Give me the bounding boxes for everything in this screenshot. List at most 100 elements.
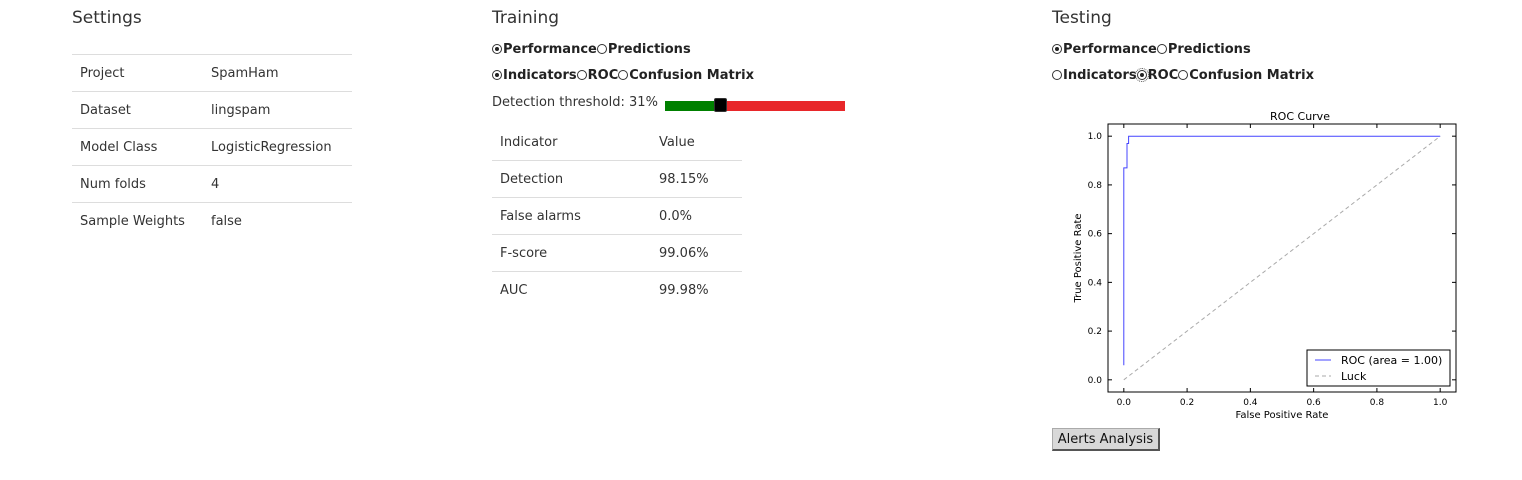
testing-view-radio-group: Performance Predictions bbox=[1052, 40, 1251, 58]
detection-threshold-label: Detection threshold: 31% bbox=[492, 95, 658, 110]
alerts-analysis-button[interactable]: Alerts Analysis bbox=[1052, 428, 1160, 451]
slider-handle[interactable] bbox=[713, 98, 727, 112]
x-tick-label: 0.0 bbox=[1117, 398, 1132, 408]
settings-row: Model Class LogisticRegression bbox=[72, 128, 352, 166]
y-tick-label: 0.0 bbox=[1088, 376, 1103, 386]
settings-key: Model Class bbox=[72, 128, 203, 166]
y-tick-label: 0.6 bbox=[1088, 230, 1103, 240]
radio-label: ROC bbox=[587, 67, 619, 83]
radio-label: ROC bbox=[1147, 67, 1179, 83]
radio-label: Performance bbox=[1063, 41, 1157, 57]
training-view-radio-group: Performance Predictions bbox=[492, 40, 691, 58]
radio-circle[interactable] bbox=[492, 44, 502, 54]
slider-fill-above bbox=[720, 101, 845, 111]
radio-circle[interactable] bbox=[1052, 44, 1062, 54]
column-header-indicator: Indicator bbox=[500, 134, 558, 150]
table-row: False alarms 0.0% bbox=[492, 197, 742, 235]
legend-box bbox=[1306, 349, 1451, 387]
y-tick-label: 0.4 bbox=[1088, 278, 1103, 288]
settings-value: LogisticRegression bbox=[203, 128, 352, 166]
table-header-row: Indicator Value bbox=[492, 124, 742, 161]
indicator-name: F-score bbox=[492, 234, 651, 272]
settings-value: SpamHam bbox=[203, 54, 352, 92]
series-layer bbox=[1123, 135, 1441, 381]
radio-label: Indicators bbox=[1063, 67, 1137, 83]
x-tick-label: 0.6 bbox=[1306, 398, 1321, 408]
y-tick-label: 0.8 bbox=[1088, 181, 1103, 191]
radio-circle[interactable] bbox=[1156, 44, 1167, 54]
y-tick-label: 1.0 bbox=[1088, 132, 1103, 142]
settings-key: Dataset bbox=[72, 91, 203, 129]
table-row: AUC 99.98% bbox=[492, 271, 742, 308]
training-radio-indicators[interactable]: Indicators bbox=[492, 68, 577, 83]
radio-circle[interactable] bbox=[596, 44, 607, 54]
indicator-name: Detection bbox=[492, 160, 651, 198]
series-line-luck bbox=[1123, 135, 1441, 381]
training-radio-predictions[interactable]: Predictions bbox=[596, 41, 691, 57]
indicator-value: 99.98% bbox=[651, 271, 742, 308]
indicator-value: 0.0% bbox=[651, 197, 742, 235]
x-tick-label: 0.4 bbox=[1243, 398, 1258, 408]
x-tick-label: 0.2 bbox=[1180, 398, 1194, 408]
testing-radio-performance[interactable]: Performance bbox=[1052, 42, 1157, 57]
x-tick-label: 1.0 bbox=[1433, 398, 1448, 408]
detection-threshold-slider[interactable] bbox=[665, 98, 845, 112]
testing-radio-confusion-matrix[interactable]: Confusion Matrix bbox=[1178, 68, 1314, 83]
training-radio-performance[interactable]: Performance bbox=[492, 42, 597, 57]
radio-circle[interactable] bbox=[1052, 70, 1062, 80]
radio-label: Predictions bbox=[1167, 41, 1251, 57]
roc-chart: ROC Curve 0.0 0.2 0.4 0.6 0.8 1.0 0.0 0.2 0.4 0.6… bbox=[1070, 106, 1470, 426]
radio-circle[interactable] bbox=[1178, 70, 1189, 80]
settings-key: Project bbox=[72, 54, 203, 92]
indicator-value: 99.06% bbox=[651, 234, 742, 272]
testing-radio-indicators[interactable]: Indicators bbox=[1052, 68, 1137, 83]
table-row: F-score 99.06% bbox=[492, 234, 742, 272]
radio-label: Performance bbox=[503, 41, 597, 57]
slider-fill-below bbox=[665, 101, 721, 111]
testing-radio-predictions[interactable]: Predictions bbox=[1156, 41, 1251, 57]
y-tick-label: 0.2 bbox=[1088, 327, 1102, 337]
settings-key: Sample Weights bbox=[72, 202, 203, 239]
settings-value: false bbox=[203, 202, 352, 239]
settings-value: 4 bbox=[203, 165, 352, 203]
testing-title: Testing bbox=[1052, 8, 1112, 28]
y-axis-label: True Positive Rate bbox=[1073, 213, 1084, 303]
settings-key: Num folds bbox=[72, 165, 203, 203]
radio-label: Indicators bbox=[503, 67, 577, 83]
radio-circle[interactable] bbox=[618, 70, 629, 80]
roc-chart-svg: ROC Curve 0.0 0.2 0.4 0.6 0.8 1.0 0.0 0.2 0.4 0.6… bbox=[1073, 110, 1457, 421]
series-line-roc-area-1-00 bbox=[1123, 135, 1441, 366]
settings-value: lingspam bbox=[203, 91, 352, 129]
column-header-value: Value bbox=[659, 134, 695, 150]
settings-row: Sample Weights false bbox=[72, 202, 352, 239]
x-tick-label: 0.8 bbox=[1370, 398, 1385, 408]
legend-label: ROC (area = 1.00) bbox=[1341, 354, 1442, 367]
settings-row: Dataset lingspam bbox=[72, 91, 352, 129]
chart-title: ROC Curve bbox=[1270, 110, 1330, 123]
settings-title: Settings bbox=[72, 8, 142, 28]
settings-table: Project SpamHam Dataset lingspam Model C… bbox=[72, 54, 352, 239]
radio-label: Predictions bbox=[607, 41, 691, 57]
training-metric-radio-group: Indicators ROC Confusion Matrix bbox=[492, 66, 754, 84]
radio-circle[interactable] bbox=[1134, 68, 1149, 82]
radio-label: Confusion Matrix bbox=[629, 67, 754, 83]
training-radio-roc[interactable]: ROC bbox=[576, 67, 619, 83]
radio-circle[interactable] bbox=[576, 70, 587, 80]
x-axis-label: False Positive Rate bbox=[1236, 410, 1329, 421]
indicator-name: False alarms bbox=[492, 197, 651, 235]
testing-radio-roc[interactable]: ROC bbox=[1134, 67, 1179, 83]
indicator-name: AUC bbox=[492, 271, 651, 308]
radio-label: Confusion Matrix bbox=[1189, 67, 1314, 83]
radio-circle[interactable] bbox=[492, 70, 502, 80]
indicators-table: Indicator Value Detection 98.15% False a… bbox=[492, 124, 742, 308]
training-radio-confusion-matrix[interactable]: Confusion Matrix bbox=[618, 68, 754, 83]
axis-ticks: 0.0 0.2 0.4 0.6 0.8 1.0 0.0 0.2 0.4 0.6 0.8 1.0 bbox=[1088, 124, 1456, 408]
testing-metric-radio-group: Indicators ROC Confusion Matrix bbox=[1052, 66, 1314, 84]
legend-label: Luck bbox=[1341, 370, 1367, 383]
indicator-value: 98.15% bbox=[651, 160, 742, 198]
settings-row: Project SpamHam bbox=[72, 54, 352, 92]
legend: ROC (area = 1.00) Luck bbox=[1306, 349, 1451, 387]
settings-row: Num folds 4 bbox=[72, 165, 352, 203]
training-title: Training bbox=[492, 8, 560, 28]
table-row: Detection 98.15% bbox=[492, 160, 742, 198]
